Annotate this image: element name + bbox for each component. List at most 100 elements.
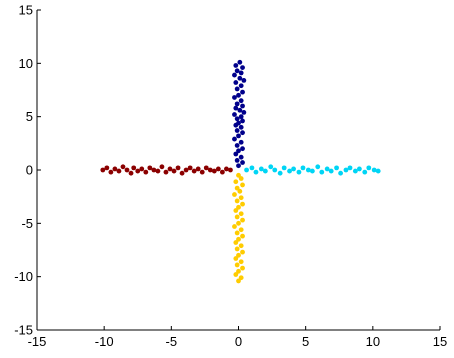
data-point <box>124 167 130 173</box>
data-point <box>234 246 240 252</box>
data-point <box>352 168 358 174</box>
data-point <box>233 122 239 128</box>
data-point <box>232 95 237 100</box>
data-point <box>272 167 278 173</box>
data-point <box>135 168 141 174</box>
data-point <box>238 124 244 130</box>
data-point <box>191 168 197 174</box>
data-point <box>203 165 209 171</box>
data-point <box>238 176 244 181</box>
data-point <box>240 130 245 136</box>
data-point <box>334 165 339 171</box>
data-point <box>233 240 239 245</box>
y-tick-label: 15 <box>19 3 33 18</box>
data-point <box>234 128 240 133</box>
data-point <box>234 185 240 191</box>
data-point <box>237 59 243 65</box>
data-point <box>236 148 241 154</box>
data-point <box>240 103 245 109</box>
data-point <box>236 236 241 242</box>
x-tick-label: -15 <box>28 334 47 349</box>
data-point <box>131 165 137 171</box>
data-point <box>240 217 245 223</box>
data-point <box>233 151 239 157</box>
data-point <box>305 167 311 173</box>
data-point <box>233 272 239 277</box>
data-point <box>171 168 177 174</box>
data-point <box>281 165 287 171</box>
data-point <box>262 168 268 174</box>
data-point <box>108 169 114 175</box>
data-point <box>128 170 134 176</box>
data-point <box>155 168 161 174</box>
data-point <box>233 256 239 261</box>
data-point <box>224 166 229 172</box>
data-point <box>236 172 241 178</box>
data-point <box>228 167 233 173</box>
data-point <box>219 169 225 175</box>
data-point <box>375 168 381 174</box>
data-point <box>347 165 353 171</box>
data-point <box>236 252 241 258</box>
data-point <box>357 166 362 172</box>
data-point <box>234 230 240 236</box>
data-point <box>139 166 145 172</box>
data-point <box>258 166 264 172</box>
data-point <box>167 166 173 172</box>
data-points <box>100 59 381 284</box>
data-point <box>238 227 244 233</box>
data-point <box>241 110 247 115</box>
y-tick-label: -10 <box>14 269 33 284</box>
y-tick-label: 10 <box>19 56 33 71</box>
data-point <box>116 168 122 174</box>
x-tick-label: -5 <box>166 334 178 349</box>
data-point <box>238 195 244 201</box>
data-point <box>151 167 157 173</box>
data-point <box>179 170 185 176</box>
data-point <box>324 166 330 172</box>
data-point <box>238 83 244 89</box>
x-tick-label: 5 <box>302 334 309 349</box>
data-point <box>236 92 241 98</box>
data-point <box>240 249 245 255</box>
data-point <box>240 265 245 271</box>
data-point <box>199 169 205 175</box>
data-point <box>240 65 245 70</box>
data-point <box>175 165 181 171</box>
x-tick-label: -10 <box>95 334 114 349</box>
data-point <box>371 167 377 173</box>
data-point <box>120 164 126 170</box>
data-point <box>233 80 239 85</box>
data-point <box>238 98 244 104</box>
data-point <box>183 167 189 173</box>
data-point <box>287 168 292 174</box>
data-point <box>328 168 334 174</box>
data-point <box>232 112 237 117</box>
y-ticks: -15 -10 -5 0 5 10 15 <box>14 3 41 338</box>
data-point <box>240 89 245 95</box>
data-point <box>240 201 245 207</box>
data-point <box>234 262 240 268</box>
data-point <box>163 169 169 175</box>
data-point <box>232 72 237 78</box>
series-3 <box>232 172 245 284</box>
data-point <box>233 105 239 111</box>
data-point <box>236 133 241 139</box>
data-point <box>159 164 165 170</box>
data-point <box>343 167 349 173</box>
data-point <box>315 164 321 170</box>
data-point <box>338 170 343 176</box>
data-point <box>232 224 237 229</box>
data-point <box>238 154 244 160</box>
data-point <box>236 220 241 226</box>
data-point <box>240 233 245 239</box>
data-point <box>244 167 249 173</box>
data-point <box>233 179 239 185</box>
data-point <box>253 169 259 175</box>
y-tick-label: 0 <box>26 163 33 178</box>
x-tick-label: 15 <box>433 334 447 349</box>
data-point <box>236 163 241 169</box>
data-point <box>291 166 296 172</box>
data-point <box>277 170 283 176</box>
